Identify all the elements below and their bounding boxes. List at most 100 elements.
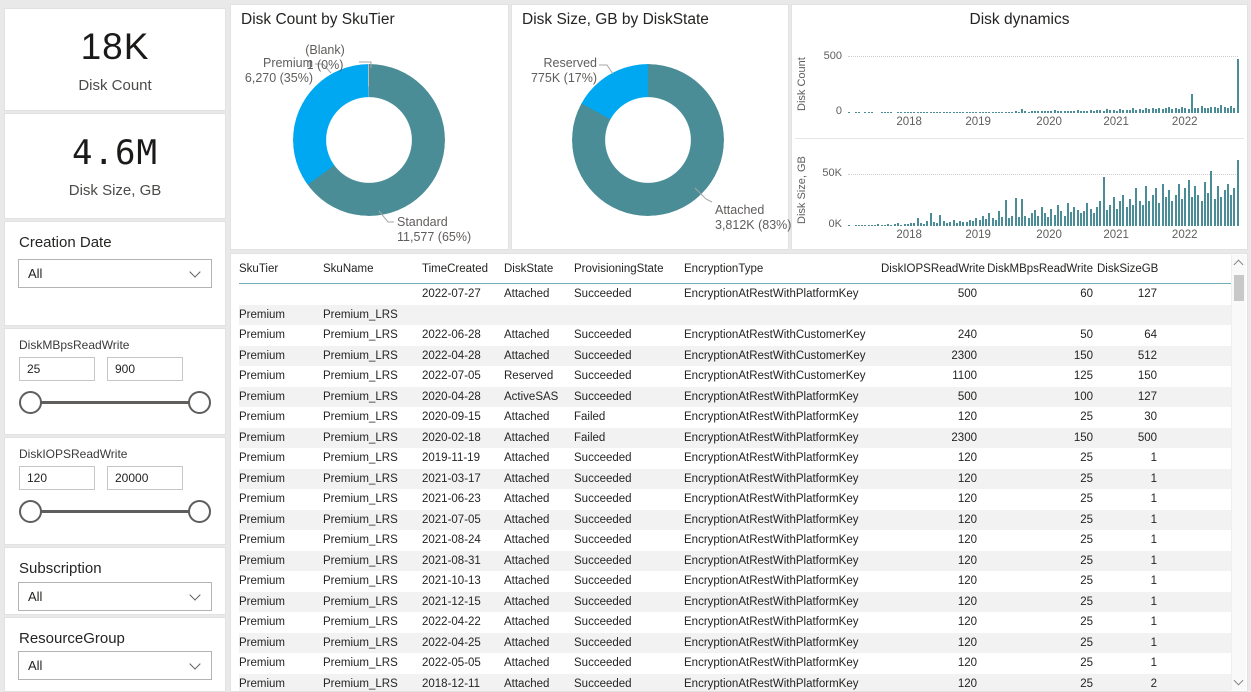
table-row[interactable]: Premium Premium_LRS 2020-02-18 Attached Fail… <box>239 427 1231 448</box>
table-row[interactable]: Premium Premium_LRS 2022-05-05 Attached Succ… <box>239 653 1231 674</box>
table-cell: Premium_LRS <box>323 472 398 485</box>
table-cell: EncryptionAtRestWithPlatformKey <box>684 493 859 506</box>
diskiops-min-input[interactable] <box>19 466 95 490</box>
table-row[interactable]: Premium Premium_LRS 2022-04-28 Attached Succ… <box>239 345 1231 366</box>
column-header[interactable]: ProvisioningState <box>574 254 684 284</box>
table-cell: Failed <box>574 411 606 424</box>
column-header[interactable]: EncryptionType <box>684 254 881 284</box>
diskmbps-min-input[interactable] <box>19 357 95 381</box>
column-header[interactable]: DiskState <box>504 254 574 284</box>
scrollbar-thumb[interactable] <box>1234 275 1244 301</box>
slider-handle-max[interactable] <box>188 391 211 414</box>
table-row[interactable]: Premium Premium_LRS 2021-03-17 Attached Succ… <box>239 468 1231 489</box>
bar <box>1226 184 1229 226</box>
table-row[interactable]: Premium Premium_LRS 2018-12-11 Attached Succ… <box>239 673 1231 691</box>
table-row[interactable]: Premium Premium_LRS 2021-08-31 Attached Succ… <box>239 550 1231 571</box>
table-row[interactable]: Premium Premium_LRS 2021-12-15 Attached Succ… <box>239 591 1231 612</box>
bar <box>1021 198 1024 226</box>
table-row[interactable]: Premium Premium_LRS 2019-11-19 Attached Succ… <box>239 448 1231 469</box>
diskiops-max-input[interactable] <box>107 466 183 490</box>
bar <box>955 222 958 226</box>
table-cell: Premium <box>239 370 286 383</box>
table-cell: Succeeded <box>574 329 632 342</box>
table-cell: EncryptionAtRestWithPlatformKey <box>684 575 859 588</box>
table-row[interactable]: Premium Premium_LRS 2022-04-25 Attached Succ… <box>239 632 1231 653</box>
x-tick-label: 2022 <box>1171 116 1198 128</box>
table-cell: 25 <box>1080 554 1093 567</box>
column-header[interactable]: SkuTier <box>239 254 323 284</box>
bar-chart-disk-size[interactable] <box>848 157 1240 226</box>
slider-track[interactable] <box>29 401 201 404</box>
bar <box>1187 108 1190 113</box>
bar <box>877 224 880 226</box>
bar <box>1092 110 1095 113</box>
diskiops-slider <box>19 500 211 524</box>
table-cell: 2022-04-28 <box>422 349 481 362</box>
slider-track[interactable] <box>29 510 201 513</box>
scroll-down-icon[interactable] <box>1233 675 1244 686</box>
bar <box>952 219 955 226</box>
bar <box>880 225 883 226</box>
bar <box>1236 59 1239 113</box>
table-cell: 25 <box>1080 452 1093 465</box>
resourcegroup-dropdown[interactable]: All <box>18 651 212 680</box>
table-cell: Premium <box>239 308 286 321</box>
slider-handle-min[interactable] <box>19 391 42 414</box>
table-cell: 2300 <box>951 349 977 362</box>
subscription-dropdown[interactable]: All <box>18 582 212 611</box>
table-cell: 120 <box>957 575 977 588</box>
bar <box>1145 107 1148 113</box>
column-header[interactable]: DiskMBpsReadWrite <box>981 254 1097 284</box>
table-row[interactable]: Premium Premium_LRS 2022-06-28 Attached Succ… <box>239 325 1231 346</box>
column-header[interactable]: DiskSizeGB <box>1097 254 1161 284</box>
donut-diskstate-title: Disk Size, GB by DiskState <box>522 11 709 28</box>
donut-chart-skutier[interactable] <box>293 64 445 216</box>
bar-chart-disk-count[interactable] <box>848 56 1240 113</box>
table-row[interactable]: Premium Premium_LRS 2021-08-24 Attached Succ… <box>239 530 1231 551</box>
table-cell: Succeeded <box>574 349 632 362</box>
table-cell: Succeeded <box>574 677 632 690</box>
table-row[interactable]: Premium Premium_LRS 2020-09-15 Attached Fail… <box>239 407 1231 428</box>
column-header[interactable]: TimeCreated <box>422 254 504 284</box>
bar <box>1187 180 1190 226</box>
table-row[interactable]: Premium Premium_LRS 2021-07-05 Attached Succ… <box>239 509 1231 530</box>
table-cell: Attached <box>504 329 550 342</box>
table-cell: Premium_LRS <box>323 677 398 690</box>
creation-date-dropdown[interactable]: All <box>18 259 212 288</box>
table-cell: Premium <box>239 493 286 506</box>
column-header[interactable]: SkuName <box>323 254 422 284</box>
bar <box>1014 197 1017 226</box>
vertical-scrollbar[interactable] <box>1231 255 1246 690</box>
bar <box>1138 109 1141 113</box>
diskmbps-max-input[interactable] <box>107 357 183 381</box>
scroll-up-icon[interactable] <box>1233 259 1244 270</box>
table-cell: Succeeded <box>574 636 632 649</box>
table-cell: 25 <box>1080 411 1093 424</box>
x-tick-label: 2021 <box>1103 116 1129 128</box>
table-cell: 2022-04-22 <box>422 616 481 629</box>
bar <box>936 222 939 226</box>
bar <box>939 214 942 226</box>
table-cell: 2021-12-15 <box>422 595 481 608</box>
table-cell: 25 <box>1080 493 1093 506</box>
table-row[interactable]: Premium Premium_LRS 2021-10-13 Attached Succ… <box>239 571 1231 592</box>
table-cell: Premium_LRS <box>323 493 398 506</box>
bar <box>1203 107 1206 113</box>
table-cell: Premium_LRS <box>323 349 398 362</box>
table-row[interactable]: Premium Premium_LRS 2022-04-22 Attached Succ… <box>239 612 1231 633</box>
table-row[interactable]: Premium Premium_LRS <box>239 304 1231 325</box>
table-row[interactable]: Premium Premium_LRS 2020-04-28 ActiveSAS Suc… <box>239 386 1231 407</box>
bar <box>962 112 965 113</box>
bar <box>1135 109 1138 113</box>
column-header[interactable]: DiskIOPSReadWrite <box>881 254 985 284</box>
cell-filler <box>1161 448 1231 469</box>
table-row[interactable]: Premium Premium_LRS 2021-06-23 Attached Succ… <box>239 489 1231 510</box>
table-row[interactable]: Premium Premium_LRS 2022-07-05 Reserved Succ… <box>239 366 1231 387</box>
slider-handle-max[interactable] <box>188 500 211 523</box>
table-row[interactable]: 2022-07-27 Attached Succeeded EncryptionAtR… <box>239 284 1231 305</box>
bar <box>861 225 864 226</box>
creation-date-value: All <box>28 266 43 281</box>
slider-handle-min[interactable] <box>19 500 42 523</box>
donut-chart-diskstate[interactable] <box>572 64 724 216</box>
bar <box>991 217 994 226</box>
